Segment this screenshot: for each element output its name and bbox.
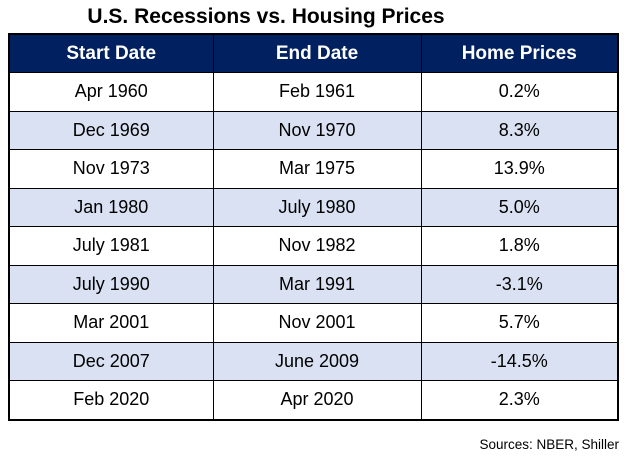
table-row: Mar 2001 Nov 2001 5.7% (8, 303, 619, 343)
table-cell: July 1981 (8, 226, 214, 266)
table-cell: 13.9% (420, 149, 619, 189)
table-cell: 5.7% (420, 303, 619, 343)
table-row: Nov 1973 Mar 1975 13.9% (8, 149, 619, 189)
table-cell: Mar 2001 (8, 303, 214, 343)
table-row: July 1990 Mar 1991 -3.1% (8, 264, 619, 304)
table-row: July 1981 Nov 1982 1.8% (8, 226, 619, 266)
table-cell: -3.1% (420, 264, 619, 304)
table-cell: July 1980 (212, 187, 422, 227)
header-cell-start-date: Start Date (8, 33, 214, 73)
table-cell: Apr 1960 (8, 72, 214, 112)
table-cell: 1.8% (420, 226, 619, 266)
table-cell: June 2009 (212, 341, 422, 381)
table-row: Feb 2020 Apr 2020 2.3% (8, 380, 619, 420)
table-cell: 5.0% (420, 187, 619, 227)
recession-table: Start Date End Date Home Prices Apr 1960… (8, 33, 619, 421)
table-cell: Mar 1975 (212, 149, 422, 189)
page-title: U.S. Recessions vs. Housing Prices (87, 5, 445, 28)
table-cell: 0.2% (420, 72, 619, 112)
table-cell: Dec 1969 (8, 110, 214, 150)
table-cell: 8.3% (420, 110, 619, 150)
table-body: Apr 1960 Feb 1961 0.2% Dec 1969 Nov 1970 8.3%… (8, 72, 619, 420)
table-row: Dec 2007 June 2009 -14.5% (8, 341, 619, 381)
table-cell: Nov 1970 (212, 110, 422, 150)
table-cell: July 1990 (8, 264, 214, 304)
table-cell: Jan 1980 (8, 187, 214, 227)
table-cell: Apr 2020 (212, 380, 422, 420)
table-cell: 2.3% (420, 380, 619, 420)
table-cell: Feb 2020 (8, 380, 214, 420)
table-cell: Feb 1961 (212, 72, 422, 112)
table-cell: Nov 2001 (212, 303, 422, 343)
table-header-row: Start Date End Date Home Prices (8, 33, 619, 73)
table-row: Dec 1969 Nov 1970 8.3% (8, 110, 619, 150)
header-cell-end-date: End Date (212, 33, 422, 73)
table-cell: Mar 1991 (212, 264, 422, 304)
table-cell: Dec 2007 (8, 341, 214, 381)
table-row: Apr 1960 Feb 1961 0.2% (8, 72, 619, 112)
table-cell: -14.5% (420, 341, 619, 381)
header-cell-home-prices: Home Prices (420, 33, 619, 73)
table-row: Jan 1980 July 1980 5.0% (8, 187, 619, 227)
table-cell: Nov 1982 (212, 226, 422, 266)
table-cell: Nov 1973 (8, 149, 214, 189)
sources-note: Sources: NBER, Shiller (479, 437, 619, 452)
